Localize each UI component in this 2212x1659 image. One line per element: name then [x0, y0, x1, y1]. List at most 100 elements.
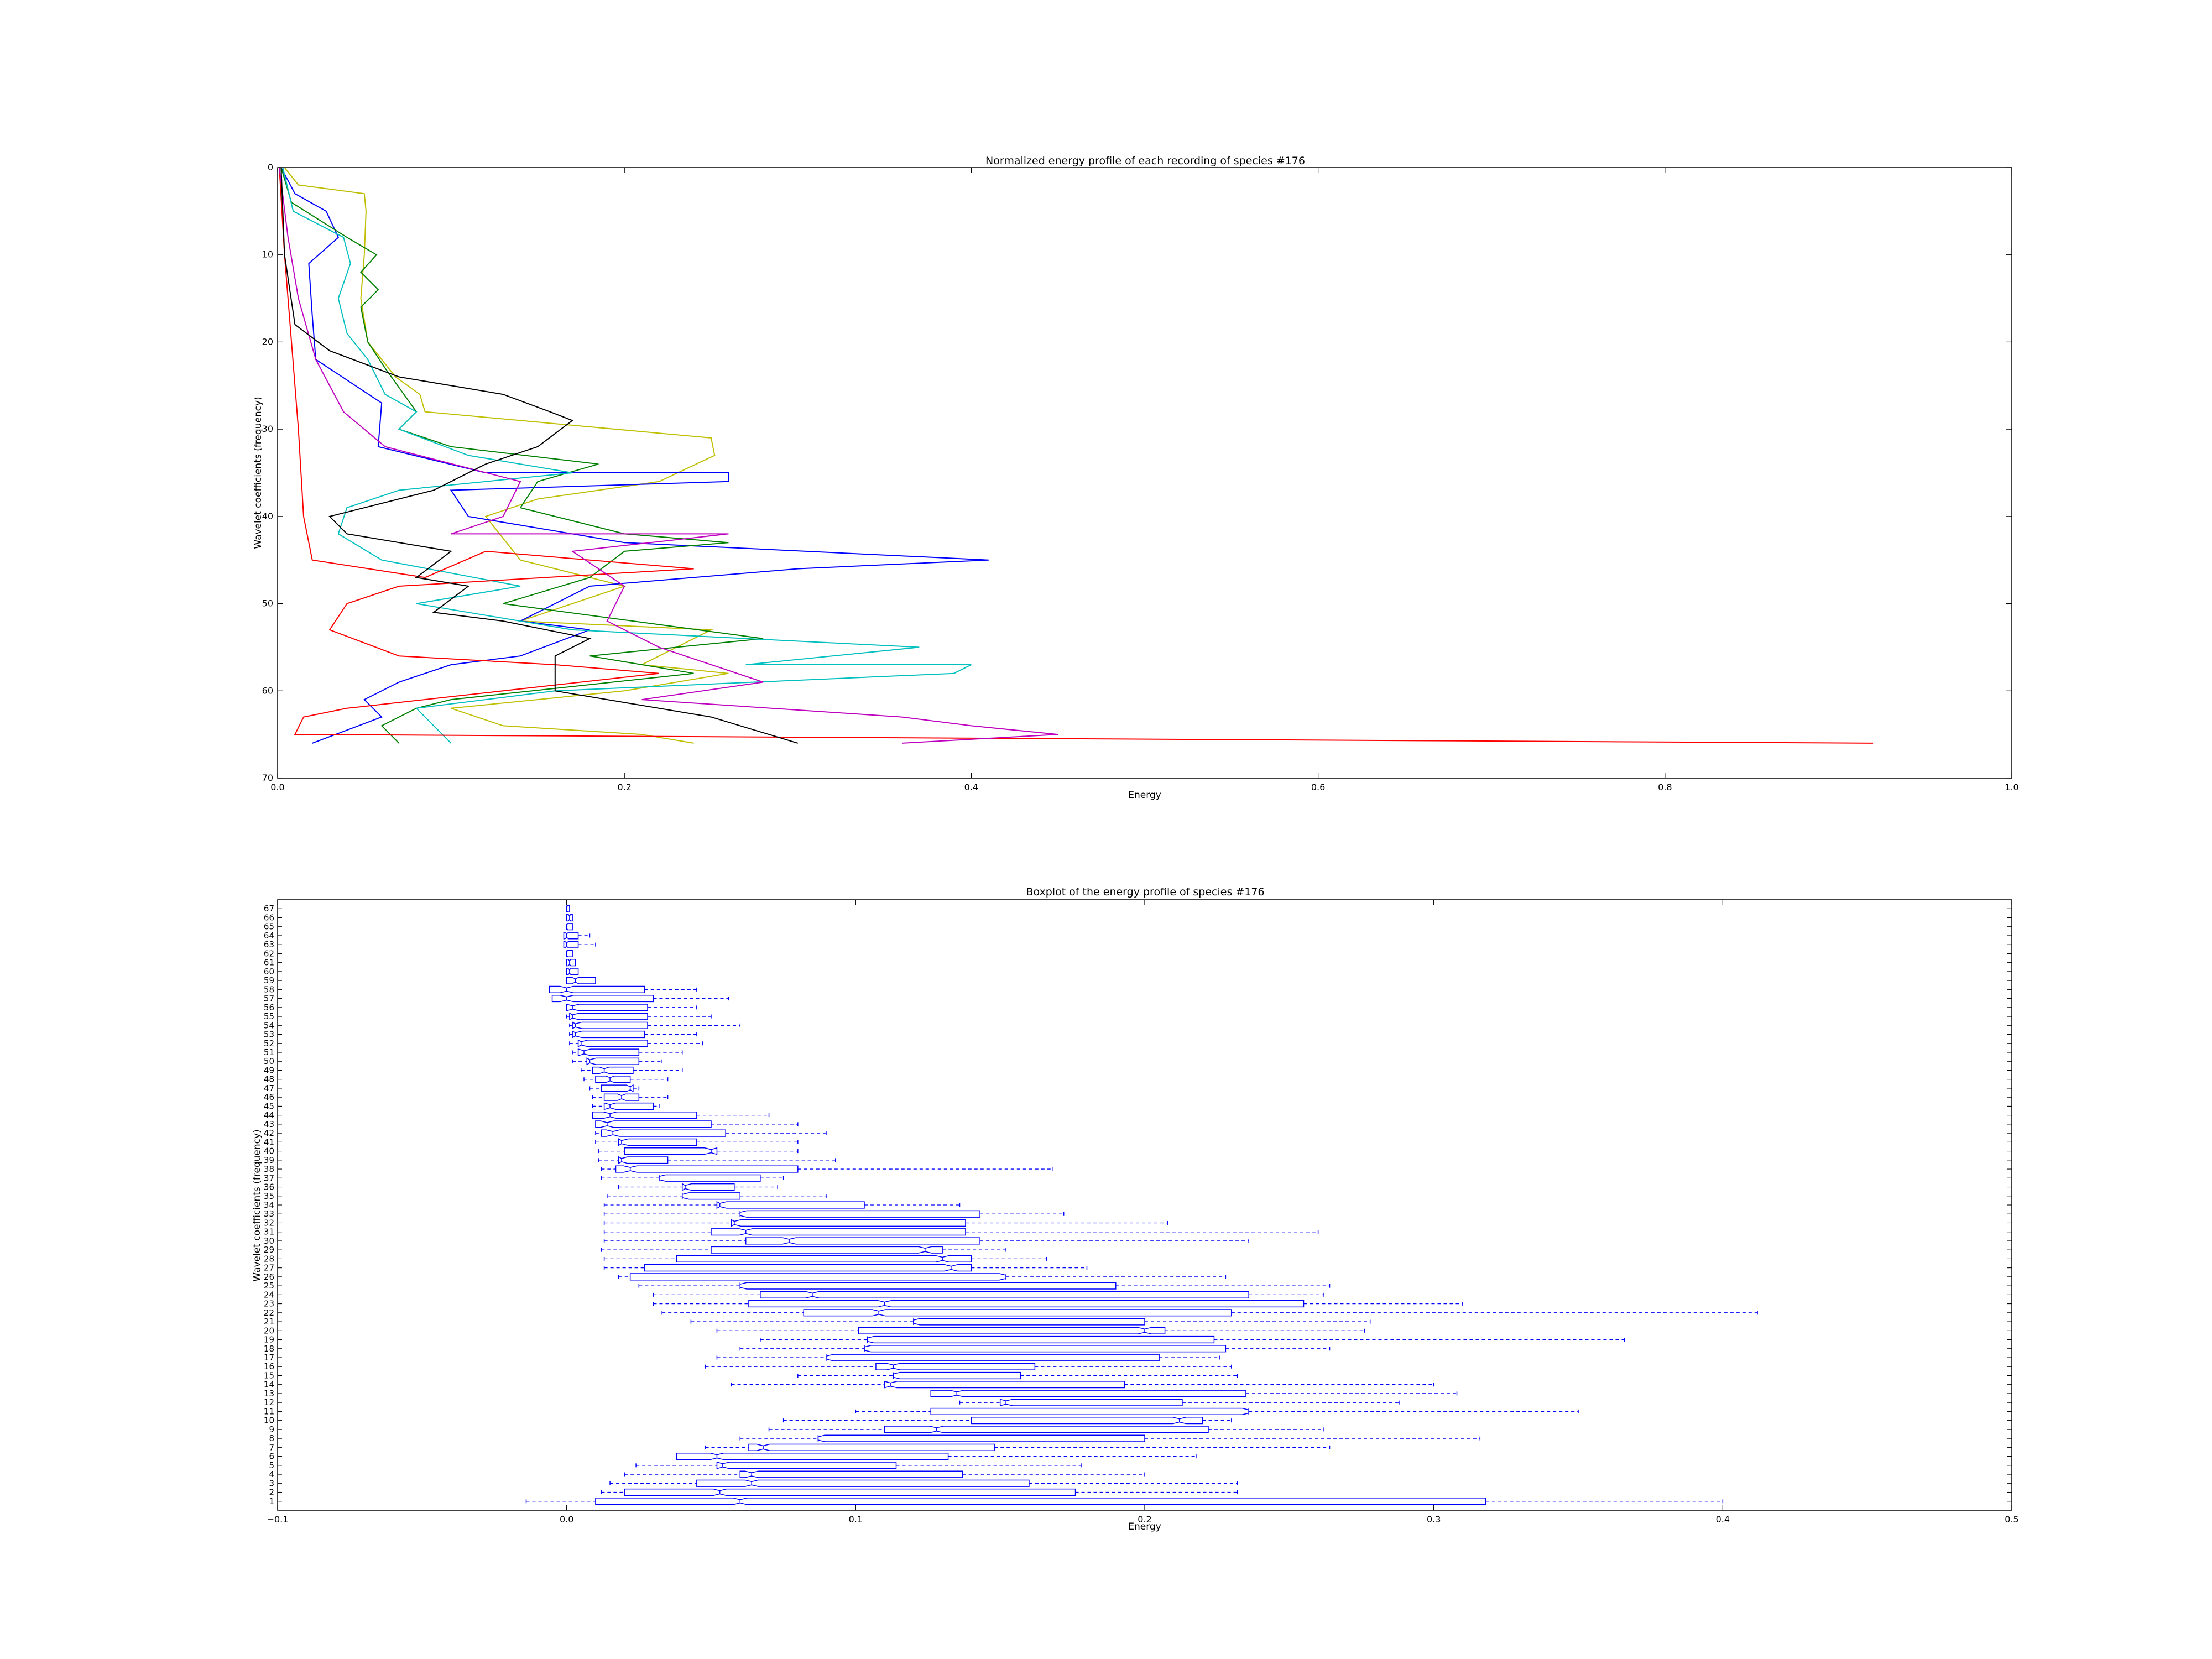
box-body: [601, 1129, 726, 1137]
series-line-6: [279, 167, 1058, 744]
box-46: [592, 1093, 669, 1101]
series-line-3: [280, 167, 764, 744]
y-tick-label: 25: [264, 1281, 274, 1291]
y-tick-label: 30: [262, 424, 273, 434]
box-body: [586, 1057, 640, 1066]
box-19: [760, 1335, 1625, 1344]
y-tick-label: 64: [264, 931, 274, 941]
box-60: [566, 968, 579, 975]
box-61: [566, 959, 576, 967]
y-tick-label: 21: [264, 1317, 274, 1327]
x-tick-label: 0.4: [1716, 1514, 1730, 1525]
box-body: [867, 1335, 1215, 1344]
box-16: [705, 1363, 1232, 1370]
box-body: [563, 932, 579, 940]
box-body: [760, 1291, 1249, 1298]
box-body: [739, 1210, 980, 1218]
y-tick-label: 7: [269, 1442, 274, 1452]
y-tick-label: 12: [264, 1397, 274, 1407]
box-62: [566, 950, 573, 958]
box-33: [603, 1210, 1065, 1218]
box-29: [601, 1246, 1006, 1254]
series-line-4: [282, 167, 972, 744]
y-tick-label: 33: [264, 1209, 274, 1219]
y-tick-label: 39: [264, 1155, 274, 1165]
y-tick-label: 9: [269, 1425, 274, 1434]
box-body: [566, 977, 596, 984]
y-tick-label: 38: [264, 1164, 274, 1174]
box-57: [551, 994, 729, 1003]
x-tick-label: 0.0: [560, 1514, 573, 1525]
y-tick-label: 67: [264, 904, 274, 914]
box-body: [566, 1003, 648, 1011]
box-22: [661, 1309, 1758, 1317]
y-tick-label: 53: [264, 1030, 274, 1040]
y-tick-label: 35: [264, 1191, 274, 1201]
boxplot-x-label: Energy: [1128, 1521, 1161, 1532]
box-47: [589, 1084, 640, 1093]
box-body: [745, 1237, 980, 1245]
box-body: [711, 1246, 943, 1254]
y-tick-label: 36: [264, 1182, 274, 1192]
box-body: [603, 1093, 640, 1101]
box-14: [731, 1380, 1434, 1389]
box-body: [681, 1183, 735, 1191]
box-34: [603, 1201, 961, 1209]
x-tick-label: 0.2: [617, 782, 631, 792]
line-chart-y-ticks: 0 10 20 30 40 50 60 70: [262, 162, 2012, 783]
box-6: [676, 1452, 1197, 1460]
y-tick-label: 13: [264, 1389, 274, 1399]
series-line-7: [280, 167, 799, 744]
line-chart-x-ticks: 0.0 0.2 0.4 0.6 0.8 1.0: [270, 168, 2019, 792]
y-tick-label: 3: [269, 1478, 274, 1488]
y-tick-label: 57: [264, 994, 274, 1004]
box-body: [858, 1327, 1166, 1334]
y-tick-label: 49: [264, 1065, 274, 1075]
y-tick-label: 46: [264, 1092, 274, 1102]
y-tick-label: 50: [262, 598, 273, 609]
box-body: [739, 1282, 1117, 1290]
box-body: [566, 914, 573, 922]
box-body: [875, 1363, 1036, 1370]
line-series-group: [279, 167, 1874, 744]
boxplot-chart: Boxplot of the energy profile of species…: [252, 886, 2019, 1532]
box-body: [566, 968, 579, 975]
y-tick-label: 56: [264, 1003, 274, 1013]
y-tick-label: 58: [264, 984, 274, 994]
box-51: [572, 1048, 683, 1056]
box-body: [572, 1030, 645, 1039]
box-3: [609, 1479, 1238, 1487]
y-tick-label: 11: [264, 1406, 274, 1416]
boxplot-boxes-group: [525, 905, 1758, 1505]
y-tick-label: 60: [264, 967, 274, 977]
y-tick-label: 26: [264, 1272, 274, 1282]
y-tick-label: 14: [264, 1380, 274, 1390]
box-5: [635, 1461, 1082, 1469]
box-body: [864, 1345, 1227, 1353]
y-tick-label: 43: [264, 1119, 274, 1129]
y-tick-label: 41: [264, 1137, 274, 1147]
line-chart-title: Normalized energy profile of each record…: [985, 155, 1305, 167]
box-54: [569, 1021, 741, 1030]
box-body: [566, 905, 570, 912]
box-48: [583, 1076, 669, 1083]
box-18: [739, 1345, 1331, 1353]
y-tick-label: 29: [264, 1245, 274, 1255]
box-58: [549, 985, 697, 993]
y-tick-label: 52: [264, 1039, 274, 1048]
box-55: [566, 1012, 712, 1021]
y-tick-label: 48: [264, 1074, 274, 1084]
series-line-5: [279, 167, 1874, 744]
box-body: [930, 1390, 1246, 1397]
box-7: [705, 1443, 1331, 1451]
y-tick-label: 10: [262, 249, 273, 260]
y-tick-label: 70: [262, 773, 273, 783]
y-tick-label: 0: [268, 162, 273, 173]
box-body: [748, 1300, 1305, 1308]
y-tick-label: 45: [264, 1101, 274, 1111]
box-body: [716, 1461, 897, 1469]
box-13: [930, 1390, 1458, 1397]
box-36: [618, 1183, 778, 1191]
y-tick-label: 59: [264, 975, 274, 985]
